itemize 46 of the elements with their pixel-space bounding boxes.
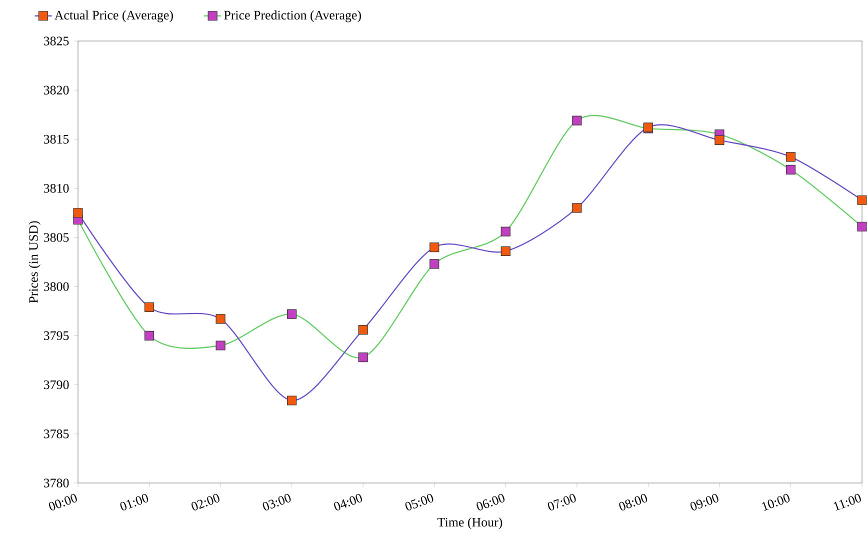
- point: [500, 226, 510, 236]
- y-tick-label: 3825: [44, 36, 69, 46]
- x-tick-label: 03:00: [262, 494, 291, 510]
- point: [216, 340, 226, 350]
- y-tick-label: 3815: [44, 134, 69, 144]
- point: [358, 352, 368, 362]
- x-tick-label: 04:00: [334, 494, 362, 510]
- point: [500, 246, 510, 256]
- point: [786, 164, 796, 174]
- y-tick-label: 3785: [44, 430, 69, 438]
- point: [144, 302, 154, 312]
- y-tick-label: 3810: [44, 184, 69, 193]
- y-tick-label: 3800: [44, 282, 69, 291]
- point: [73, 208, 83, 218]
- x-tick-label: 02:00: [192, 494, 220, 510]
- x-tick-label: 07:00: [548, 494, 576, 510]
- point: [857, 222, 867, 232]
- y-axis-title: Prices (in USD): [28, 221, 40, 303]
- y-tick-label: 3805: [44, 233, 69, 242]
- point: [572, 203, 582, 213]
- point: [216, 314, 226, 324]
- y-tick-label: 3795: [44, 331, 69, 340]
- x-tick-label: 11:00: [834, 494, 861, 511]
- point: [857, 195, 867, 205]
- point: [358, 324, 368, 335]
- x-tick-label: 10:00: [762, 494, 790, 511]
- x-axis-title: Time (Hour): [438, 517, 502, 530]
- legend-label: Price Prediction (Average): [224, 10, 361, 22]
- y-tick-label: 3780: [44, 478, 69, 488]
- x-tick-label: 01:00: [120, 494, 148, 510]
- x-tick-label: 08:00: [619, 494, 648, 510]
- point: [786, 152, 796, 162]
- point: [430, 242, 440, 252]
- point: [287, 396, 297, 406]
- x-tick-label: 09:00: [690, 494, 718, 510]
- y-tick-label: 3790: [44, 380, 69, 390]
- x-tick-label: 05:00: [405, 494, 434, 510]
- point: [430, 259, 440, 269]
- point: [714, 135, 724, 146]
- y-tick-label: 3820: [44, 86, 69, 94]
- point: [287, 309, 297, 319]
- point: [144, 330, 154, 340]
- point: [572, 116, 582, 126]
- legend-label: Actual Price (Average): [54, 10, 173, 22]
- x-tick-label: 06:00: [476, 494, 505, 510]
- x-tick-label: 00:00: [49, 494, 77, 510]
